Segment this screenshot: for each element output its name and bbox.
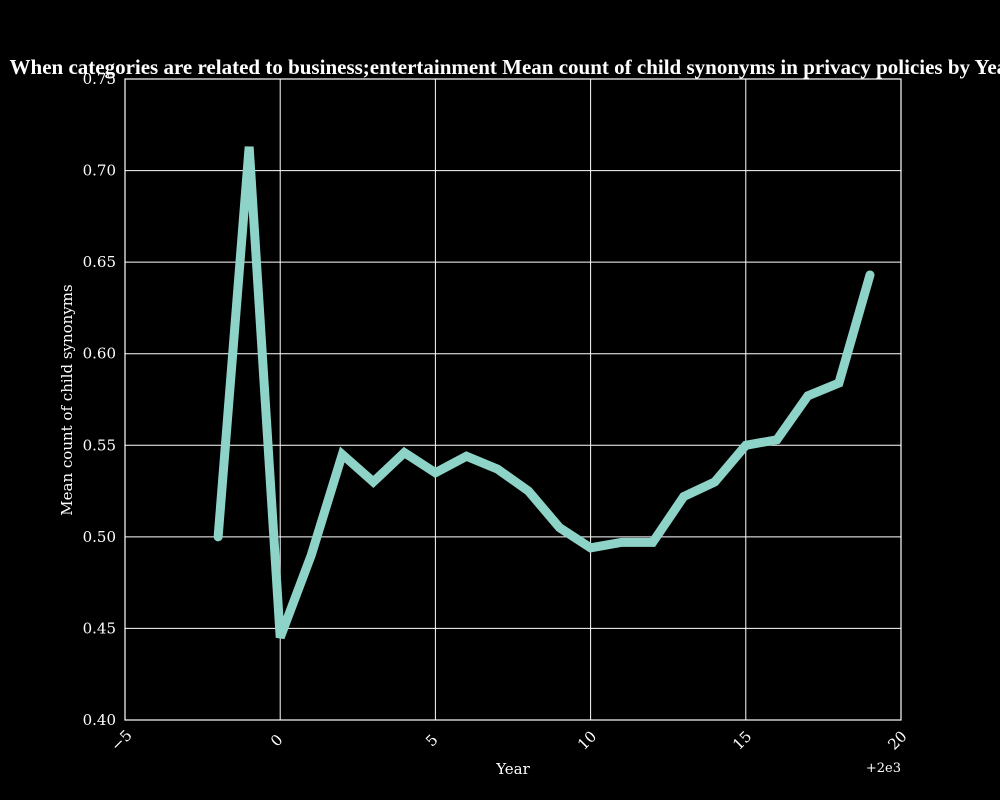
x-offset-label: +2e3 <box>866 761 901 776</box>
x-tick-label: 5 <box>422 731 441 750</box>
x-axis-label: Year <box>495 760 530 778</box>
y-tick-label: 0.65 <box>83 253 116 271</box>
y-tick-label: 0.70 <box>83 162 116 180</box>
y-tick-label: 0.40 <box>83 711 116 729</box>
series-line-0 <box>213 146 875 640</box>
grid-layer <box>124 78 902 721</box>
y-tick-label: 0.75 <box>83 70 116 88</box>
y-axis-label: Mean count of child synonyms <box>58 284 76 515</box>
series-layer <box>213 146 875 640</box>
tick-layer: −5 0 5 10 15 20 0.40 0.45 0.50 0.55 0.60 0.65 0.70 0.… <box>83 70 911 755</box>
y-tick-label: 0.60 <box>83 345 116 363</box>
y-tick-label: 0.45 <box>83 619 116 637</box>
y-tick-label: 0.50 <box>83 528 116 546</box>
plot-frame <box>124 78 902 721</box>
chart-title: When categories are related to business;… <box>10 55 1000 79</box>
x-tick-label: 20 <box>884 727 910 753</box>
y-tick-label: 0.55 <box>83 436 116 454</box>
x-tick-label: 0 <box>267 731 286 750</box>
x-tick-label: 15 <box>729 727 755 753</box>
x-tick-label: −5 <box>107 726 135 754</box>
x-tick-label: 10 <box>574 727 600 753</box>
